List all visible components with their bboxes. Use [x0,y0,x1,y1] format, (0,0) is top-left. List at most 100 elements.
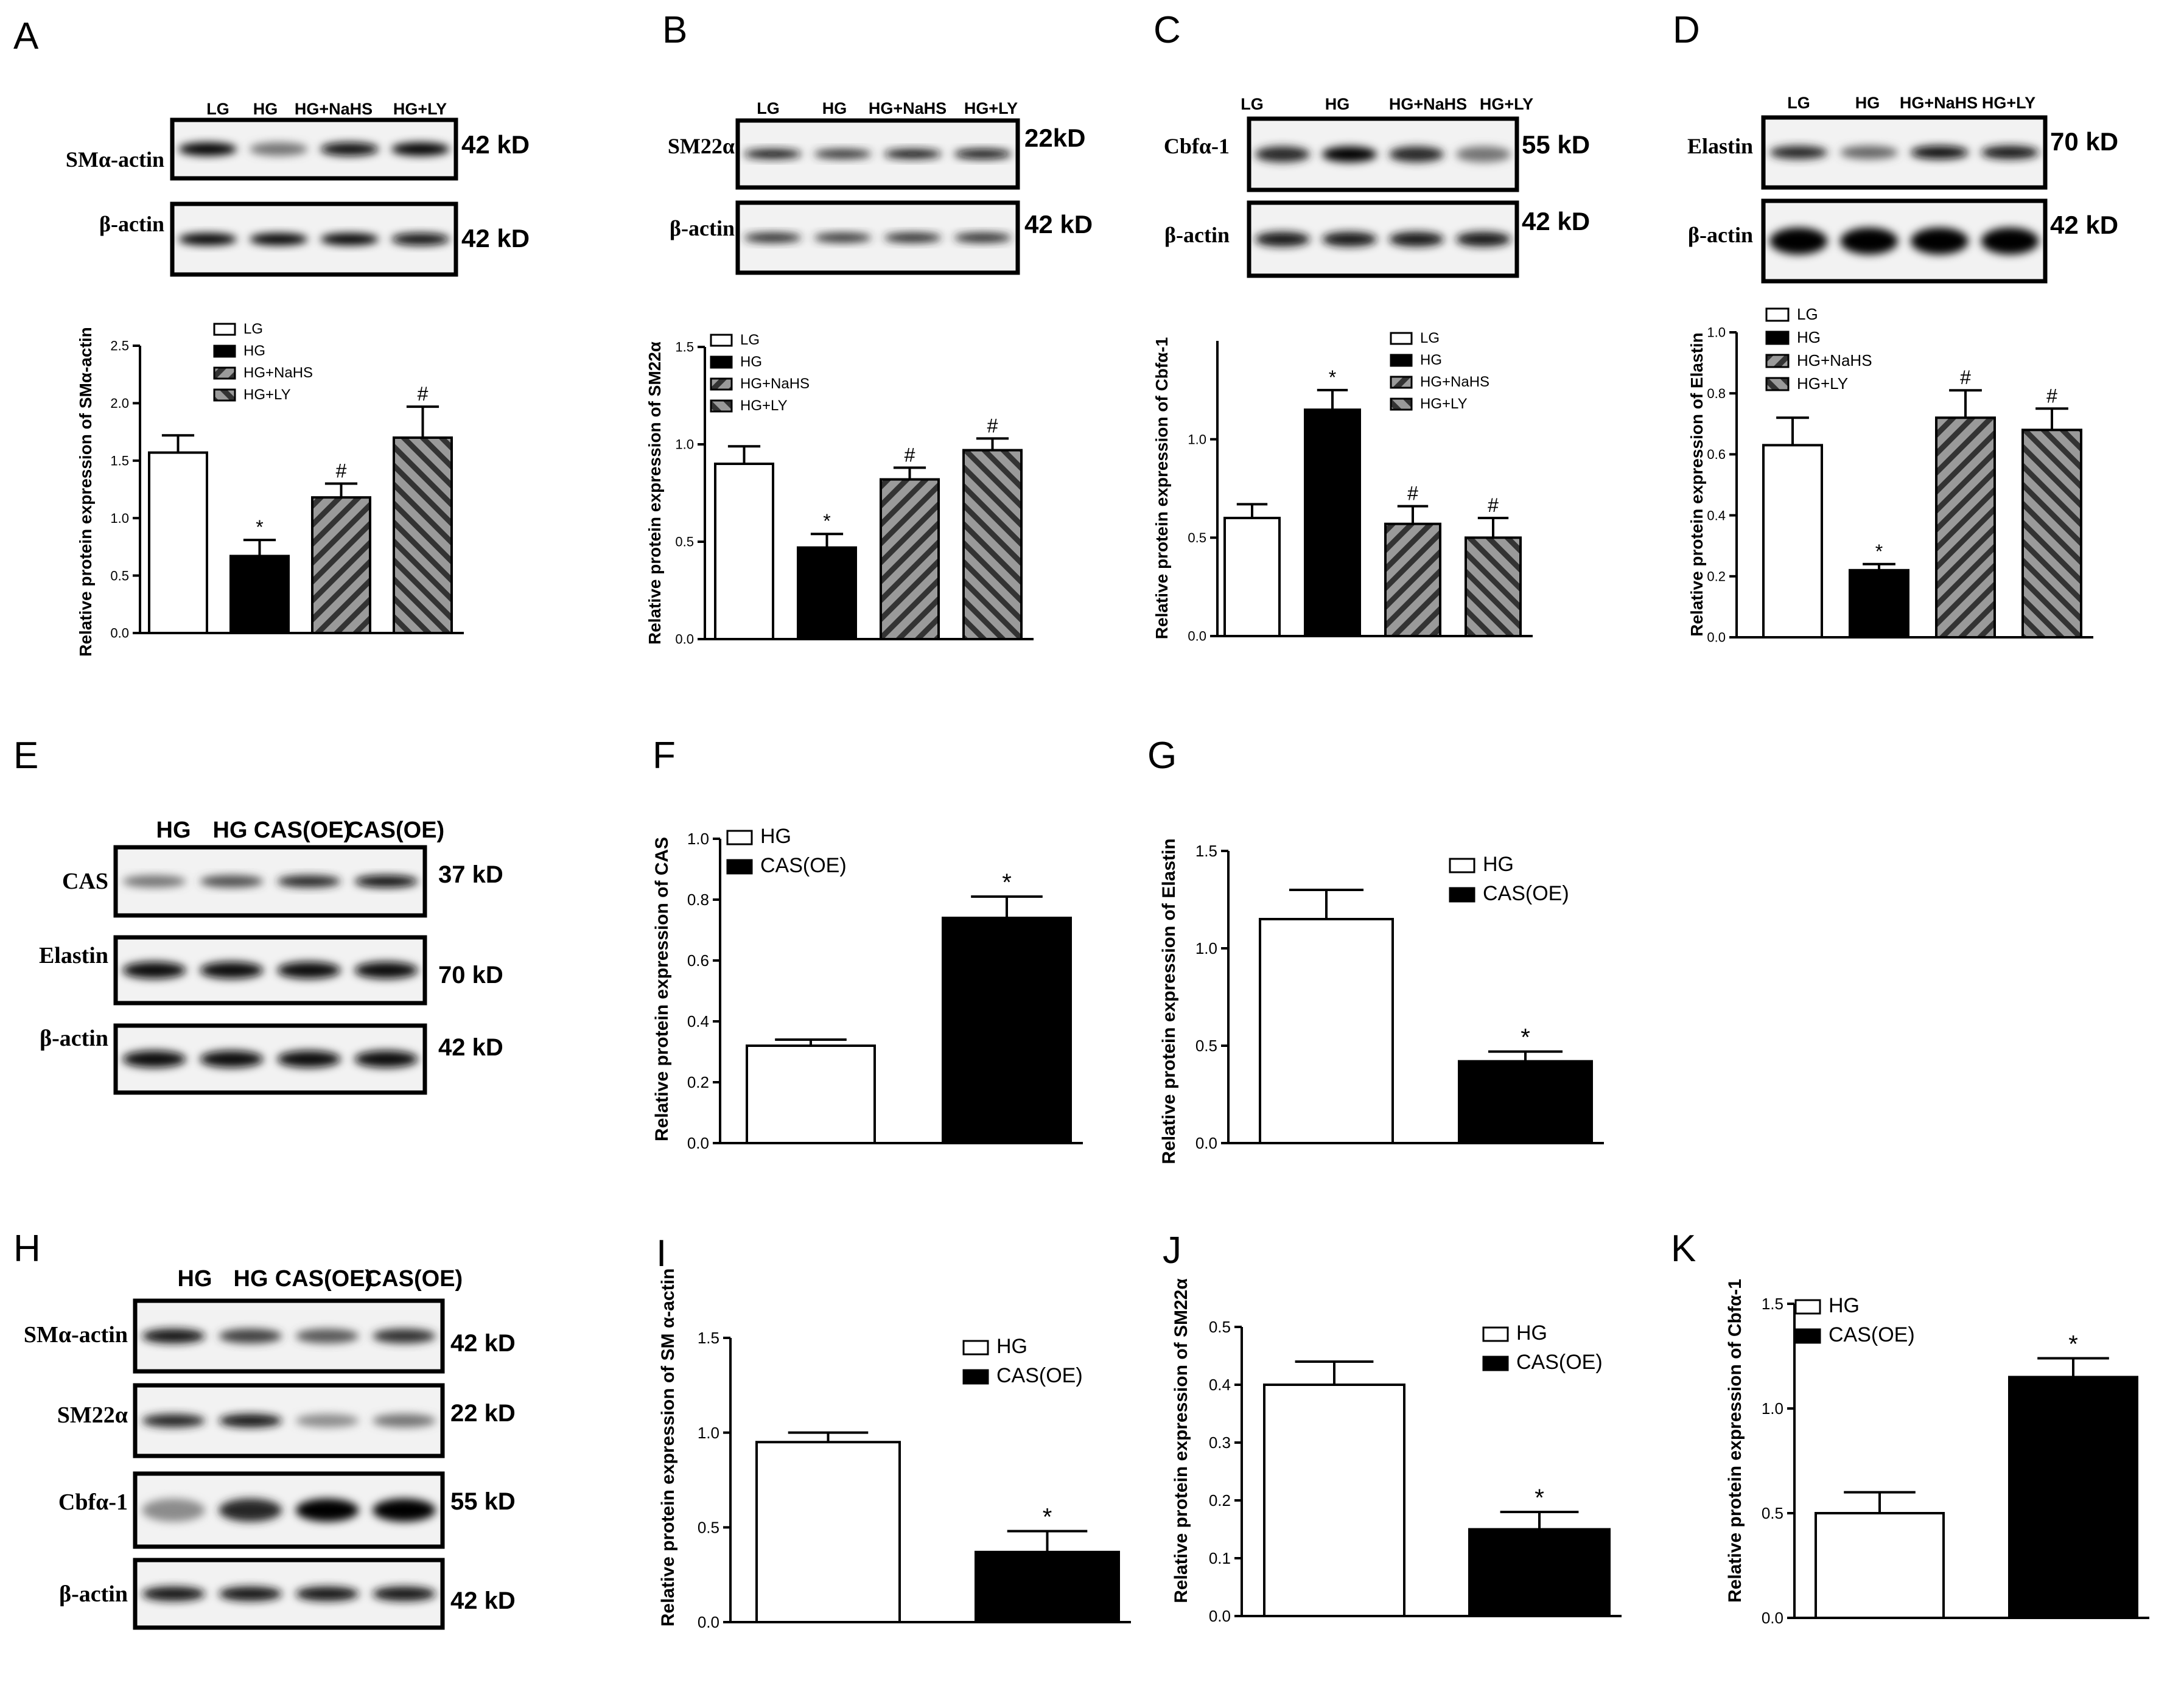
protein-band [954,149,1012,159]
protein-band [122,962,186,979]
molecular-weight-label: 70 kD [438,962,503,988]
protein-band [142,1414,205,1427]
significance-mark: # [1407,483,1418,505]
protein-band [142,1329,205,1343]
y-tick-label: 0.4 [1209,1376,1231,1394]
protein-band [1255,232,1311,247]
y-tick-label: 0.6 [687,951,709,970]
protein-band [200,962,264,979]
protein-band [814,149,872,159]
protein-band [1455,232,1511,247]
y-tick-label: 0.0 [1707,630,1726,645]
significance-mark: # [2046,385,2057,407]
legend-swatch [1765,377,1790,391]
legend-swatch [726,830,753,845]
y-tick-label: 0.2 [1707,569,1726,584]
protein-band [373,1414,436,1427]
protein-label: β-actin [40,1026,108,1051]
protein-band [320,142,379,156]
protein-band [884,149,942,159]
legend-swatch [1390,332,1413,345]
protein-label: SM22α [57,1402,128,1428]
panel-letter-k: K [1671,1228,1696,1270]
lane-label: CAS(OE) [347,817,444,843]
protein-band [200,875,264,887]
protein-band [354,962,418,979]
molecular-weight-label: 55 kD [450,1488,516,1515]
protein-label: Elastin [1687,134,1753,158]
lane-label: HG [1325,95,1350,113]
significance-mark: # [905,444,915,466]
lane-label: HG [156,817,191,843]
significance-mark: * [2068,1331,2078,1357]
bar [962,449,1023,640]
bar [1815,1512,1945,1619]
bar [755,1441,901,1624]
legend-swatch [213,345,236,358]
significance-mark: * [1329,366,1336,388]
chart-panel-g: 0.0 0.5 1.0 1.5 Relative protein expression … [1159,838,1604,1164]
panel-letter-b: B [662,9,687,51]
lane-label: HG+LY [393,100,447,118]
protein-band [354,875,418,887]
chart-panel-b: 0.0 0.5 1.0 1.5 Relative protein expression … [645,332,1034,647]
significance-mark: # [336,460,347,482]
protein-band [219,1499,282,1522]
chart-panel-k: 0.0 0.5 1.0 1.5 Relative protein expression … [1725,1279,2149,1627]
legend-entry: HG [1797,328,1821,346]
legend-entry: HG+NaHS [1420,374,1489,390]
y-tick-label: 0.5 [698,1518,719,1536]
y-axis-label: Relative protein expression of Elastin [1159,838,1179,1164]
y-tick-label: 0.0 [698,1613,719,1631]
lane-label: HG [178,1266,212,1292]
legend-swatch [1765,354,1790,368]
legend-entry: LG [243,321,263,337]
protein-band [295,1414,359,1427]
protein-label: Cbfα-1 [58,1489,128,1515]
y-axis-label: Relative protein expression of CAS [652,837,672,1141]
y-tick-label: 0.0 [1188,629,1206,644]
protein-band [1981,228,2039,254]
lane-label: LG [757,99,780,117]
legend-entry: HG [760,825,791,848]
protein-band [219,1586,282,1601]
lane-label: HG [253,100,278,118]
bar [1465,536,1522,637]
legend-swatch [213,323,236,336]
legend-entry: HG+NaHS [243,365,313,381]
protein-band [373,1329,436,1343]
bar [714,463,774,640]
panel-letter-c: C [1153,9,1181,51]
significance-mark: * [1043,1504,1052,1531]
legend-swatch [710,355,733,369]
protein-band [249,233,308,245]
legend-swatch [710,399,733,413]
lane-label: LG [1241,95,1264,113]
legend-entry: CAS(OE) [760,854,847,877]
protein-band [391,142,450,156]
lane-label: HG+NaHS [1900,94,1978,112]
panel-letter-d: D [1673,9,1700,51]
molecular-weight-label: 22kD [1024,124,1085,152]
protein-band [1840,228,1899,254]
legend-swatch [1390,397,1413,411]
protein-label: SMα-actin [66,147,164,172]
lane-label: HG+NaHS [869,99,947,117]
legend-swatch [1449,887,1475,903]
y-tick-label: 0.0 [1209,1607,1231,1625]
bar [1849,569,1909,639]
protein-band [219,1329,282,1343]
legend-entry: HG [1420,352,1442,368]
y-tick-label: 1.5 [110,453,129,469]
panel-letter-j: J [1163,1230,1181,1272]
panel-letter-h: H [13,1228,41,1270]
bar-charts: 0.0 0.5 1.0 1.5 2.0 2.5 Relative protein expre… [76,305,2149,1631]
protein-band [320,233,379,245]
protein-band [249,142,308,156]
bar [1259,918,1394,1144]
molecular-weight-label: 42 kD [450,1330,516,1357]
y-tick-label: 0.5 [675,534,694,550]
protein-band [1910,145,1969,159]
lane-label: HG [822,99,847,117]
